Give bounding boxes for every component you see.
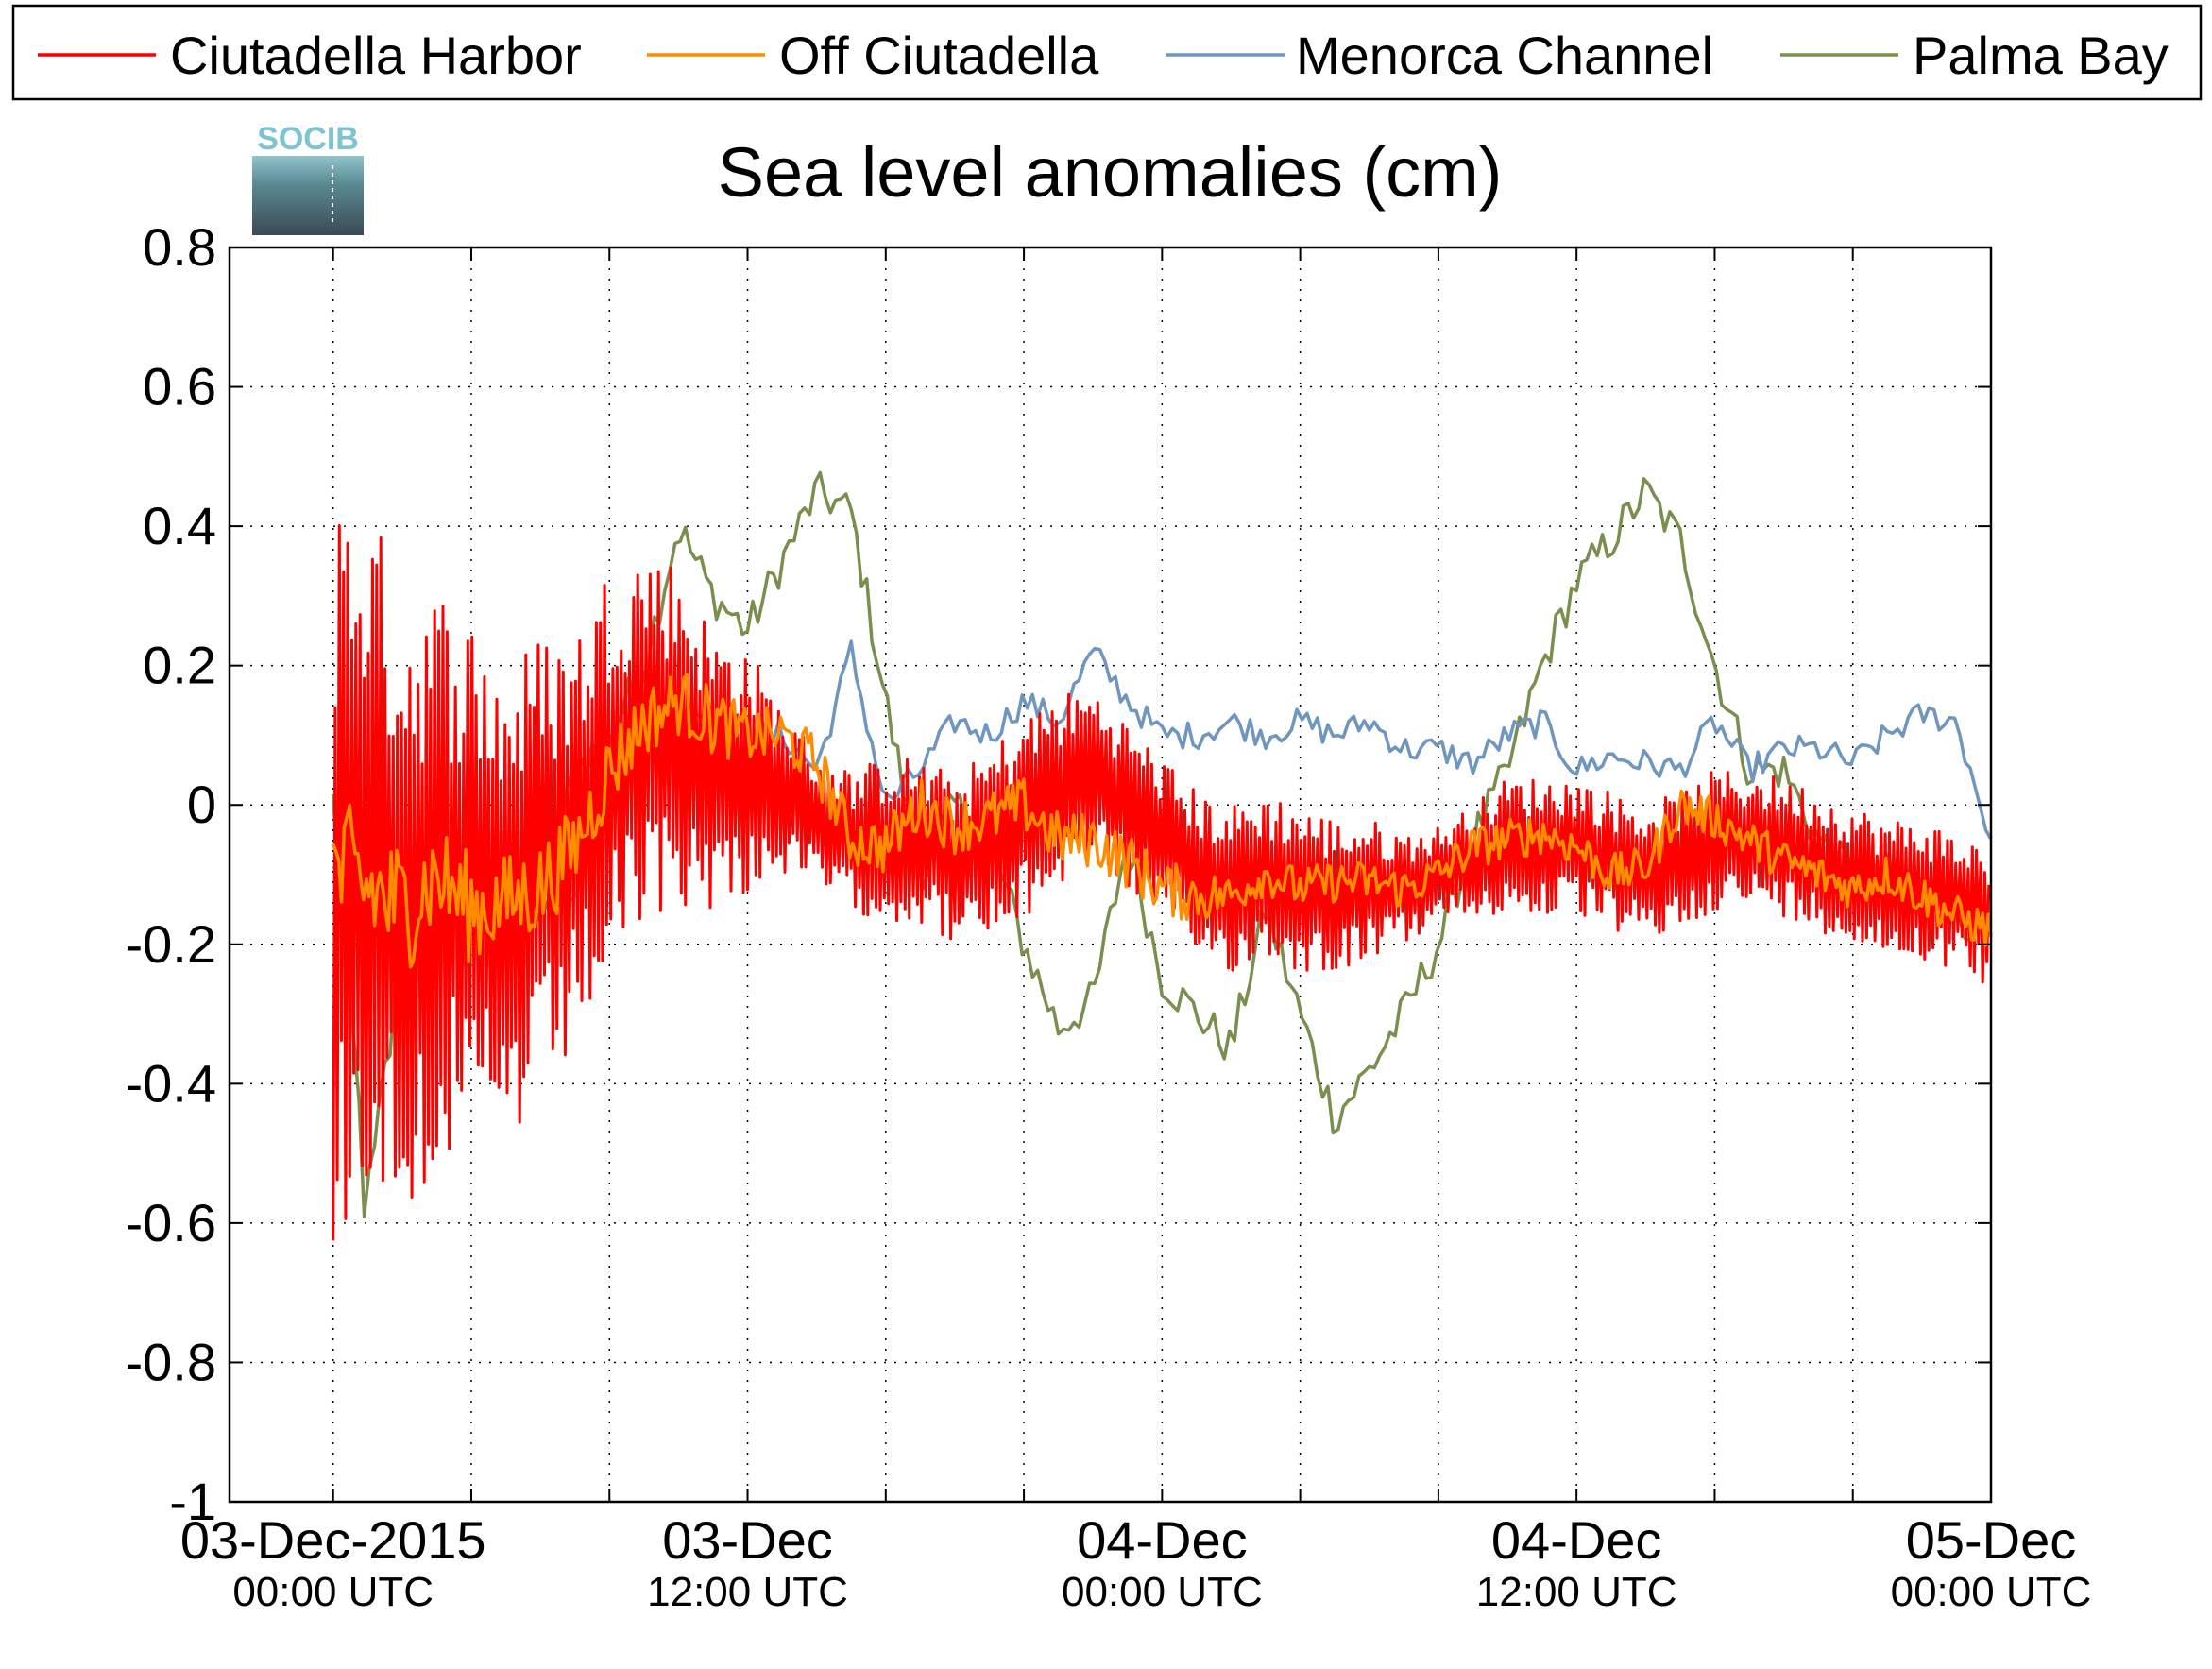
y-tick-label: 0.4: [143, 496, 216, 555]
series-line-ciutadella-harbor: [332, 524, 1991, 1241]
x-tick-date-label: 04-Dec: [1077, 1510, 1248, 1570]
y-tick-label: -0.6: [126, 1193, 217, 1252]
plot-area: -1 -0.8 -0.6 -0.4 -0.2 0 0.2 0.4 0.6 0.8 03-Dec-2…: [126, 217, 2092, 1615]
y-tick-label: 0: [187, 775, 216, 834]
x-tick-time-label: 12:00 UTC: [647, 1569, 848, 1615]
legend: Ciutadella Harbor Off Ciutadella Menorca C…: [11, 4, 2203, 101]
legend-label-off-ciutadella: Off Ciutadella: [779, 26, 1099, 85]
y-tick-label: -1: [169, 1472, 216, 1531]
legend-label-ciutadella-harbor: Ciutadella Harbor: [170, 26, 582, 85]
legend-box: [11, 4, 2203, 101]
y-tick-label: 0.6: [143, 357, 216, 417]
x-tick-date-label: 04-Dec: [1491, 1510, 1662, 1570]
legend-label-menorca-channel: Menorca Channel: [1296, 26, 1713, 85]
y-tick-label: 0.2: [143, 636, 216, 695]
y-tick-label: -0.8: [126, 1332, 217, 1391]
socib-logo: SOCIB: [252, 121, 364, 235]
x-tick-date-label: 03-Dec: [662, 1510, 833, 1570]
x-tick-date-label: 03-Dec-2015: [180, 1510, 486, 1570]
y-tick-label: 0.8: [143, 217, 216, 277]
x-tick-time-label: 00:00 UTC: [232, 1569, 434, 1615]
logo-image: [252, 156, 364, 235]
logo-text: SOCIB: [257, 121, 359, 157]
x-tick-time-label: 00:00 UTC: [1891, 1569, 2092, 1615]
x-tick-date-label: 05-Dec: [1906, 1510, 2077, 1570]
x-tick-time-label: 00:00 UTC: [1062, 1569, 1263, 1615]
legend-label-palma-bay: Palma Bay: [1913, 26, 2169, 85]
y-tick-label: -0.4: [126, 1053, 217, 1113]
plot-frame: [228, 246, 1993, 1504]
chart-title: Sea level anomalies (cm): [718, 133, 1503, 212]
y-tick-label: -0.2: [126, 914, 217, 974]
series-line-off-ciutadella: [332, 673, 1993, 969]
x-tick-time-label: 12:00 UTC: [1476, 1569, 1677, 1615]
